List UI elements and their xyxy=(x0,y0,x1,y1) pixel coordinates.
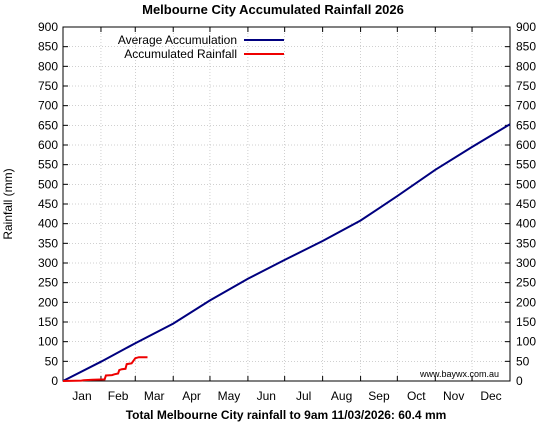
legend-label-accumulated: Accumulated Rainfall xyxy=(124,47,237,61)
y-tick-label-left: 300 xyxy=(38,256,58,270)
x-tick-label: Apr xyxy=(182,389,201,403)
y-tick-label-right: 0 xyxy=(516,374,523,388)
x-axis-label: Total Melbourne City rainfall to 9am 11/… xyxy=(126,408,447,422)
y-tick-label-left: 450 xyxy=(38,197,58,211)
y-tick-label-right: 550 xyxy=(516,158,536,172)
y-tick-label-left: 150 xyxy=(38,315,58,329)
y-tick-label-right: 700 xyxy=(516,99,536,113)
y-tick-label-right: 250 xyxy=(516,276,536,290)
x-tick-label: Feb xyxy=(108,389,129,403)
y-tick-label-right: 400 xyxy=(516,217,536,231)
y-tick-label-left: 400 xyxy=(38,217,58,231)
series-line-accumulated xyxy=(62,356,148,382)
y-tick-label-left: 700 xyxy=(38,99,58,113)
series-lines xyxy=(62,123,511,382)
y-tick-label-right: 300 xyxy=(516,256,536,270)
y-tick-label-left: 50 xyxy=(45,354,59,368)
y-tick-label-left: 650 xyxy=(38,118,58,132)
y-tick-label-right: 650 xyxy=(516,118,536,132)
y-tick-label-right: 500 xyxy=(516,177,536,191)
legend-label-average: Average Accumulation xyxy=(118,33,237,47)
y-axis-label: Rainfall (mm) xyxy=(1,168,15,239)
y-tick-label-left: 250 xyxy=(38,276,58,290)
y-tick-label-left: 500 xyxy=(38,177,58,191)
plot-frame xyxy=(62,26,511,382)
y-tick-label-right: 600 xyxy=(516,138,536,152)
x-tick-label: May xyxy=(218,389,241,403)
x-tick-label: Nov xyxy=(443,389,464,403)
y-tick-label-left: 100 xyxy=(38,335,58,349)
series-line-average xyxy=(62,123,511,382)
y-tick-label-left: 0 xyxy=(51,374,58,388)
x-tick-label: Sep xyxy=(368,389,390,403)
axis-ticks: 0 0 50 50 100 100 150 150 200 200 250 250 300 300 350 3… xyxy=(38,20,536,403)
y-tick-label-right: 50 xyxy=(516,354,530,368)
y-tick-label-left: 200 xyxy=(38,295,58,309)
y-tick-label-right: 800 xyxy=(516,59,536,73)
y-tick-label-right: 850 xyxy=(516,40,536,54)
x-tick-label: Jan xyxy=(72,389,91,403)
y-tick-label-right: 450 xyxy=(516,197,536,211)
chart-title: Melbourne City Accumulated Rainfall 2026 xyxy=(142,2,404,17)
y-tick-label-left: 600 xyxy=(38,138,58,152)
source-note: www.baywx.com.au xyxy=(419,369,499,379)
x-tick-label: Mar xyxy=(144,389,165,403)
x-tick-label: Dec xyxy=(480,389,501,403)
x-tick-label: Aug xyxy=(331,389,352,403)
y-tick-label-left: 550 xyxy=(38,158,58,172)
x-tick-label: Jul xyxy=(296,389,311,403)
y-tick-label-left: 900 xyxy=(38,20,58,34)
legend: Average Accumulation Accumulated Rainfal… xyxy=(118,33,284,61)
y-tick-label-right: 150 xyxy=(516,315,536,329)
y-tick-label-right: 350 xyxy=(516,236,536,250)
x-tick-label: Oct xyxy=(407,389,426,403)
grid-lines xyxy=(63,27,510,381)
x-tick-label: Jun xyxy=(257,389,276,403)
y-tick-label-right: 200 xyxy=(516,295,536,309)
y-tick-label-left: 800 xyxy=(38,59,58,73)
y-tick-label-left: 850 xyxy=(38,40,58,54)
y-tick-label-right: 750 xyxy=(516,79,536,93)
y-tick-label-right: 900 xyxy=(516,20,536,34)
y-tick-label-left: 350 xyxy=(38,236,58,250)
y-tick-label-right: 100 xyxy=(516,335,536,349)
y-tick-label-left: 750 xyxy=(38,79,58,93)
